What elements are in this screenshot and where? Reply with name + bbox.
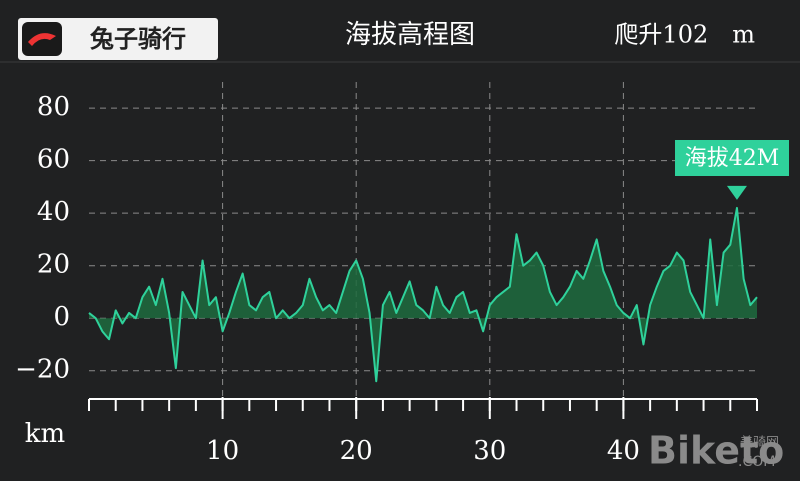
x-tick-label: 40	[607, 436, 640, 466]
watermark-brand: Biketo	[648, 429, 784, 473]
y-tick-label: 80	[37, 92, 70, 122]
climb-stat: 爬升102 m	[614, 21, 755, 49]
watermark-cn: 美骑网	[740, 436, 779, 451]
y-tick-label: 20	[37, 250, 70, 280]
x-tick-label: 30	[473, 436, 506, 466]
x-axis-label: km	[25, 419, 65, 449]
y-tick-label: −20	[15, 355, 70, 385]
y-tick-label: 40	[37, 197, 70, 227]
chart-title: 海拔高程图	[345, 20, 475, 50]
watermark: Biketo 美骑网 .COM	[648, 429, 784, 473]
watermark-com: .COM	[738, 454, 775, 470]
logo: 兔子骑行	[18, 18, 218, 60]
y-tick-label: 0	[53, 302, 70, 332]
annotation-pointer	[726, 185, 747, 200]
x-tick-label: 10	[206, 436, 239, 466]
logo-bird	[28, 33, 56, 46]
elevation-line	[88, 206, 758, 383]
x-tick-label: 20	[340, 436, 373, 466]
y-tick-label: 60	[37, 145, 70, 175]
annotation-label: 海拔42M	[685, 146, 780, 171]
logo-text: 兔子骑行	[90, 25, 186, 53]
annotation-box	[675, 140, 789, 176]
logo-frame	[18, 18, 218, 60]
